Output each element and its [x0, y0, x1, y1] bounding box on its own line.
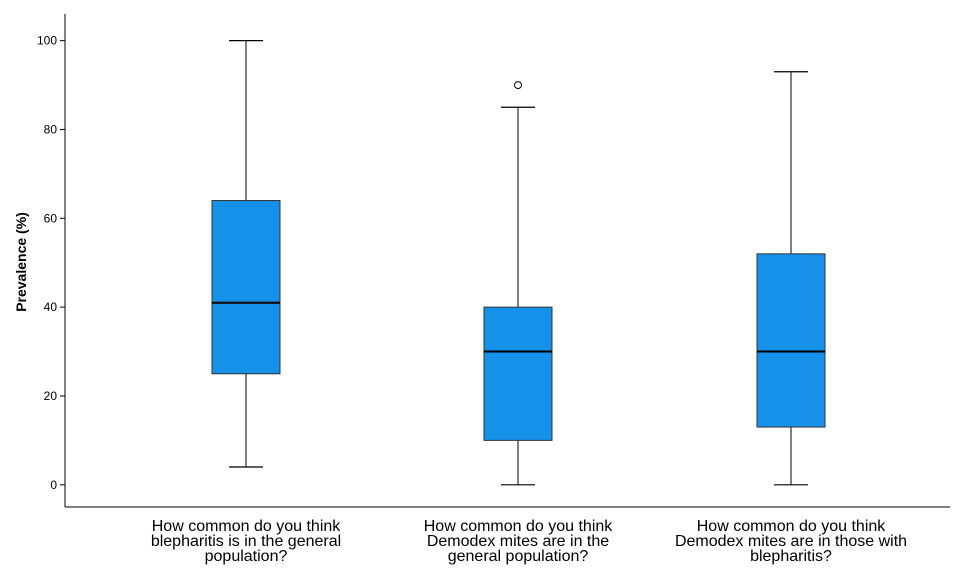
box-iqr	[483, 306, 553, 441]
y-tick-label: 80	[44, 122, 58, 136]
y-tick-label: 0	[50, 478, 57, 492]
boxes	[211, 40, 826, 486]
category-label-line: Demodex mites are in those with	[675, 533, 907, 550]
outlier-point	[514, 81, 522, 90]
y-tick-label: 100	[37, 34, 57, 48]
category-label-line: How common do you think	[697, 518, 887, 535]
category-label-line: blepharitis?	[750, 548, 832, 565]
category-label-line: general population?	[448, 548, 589, 565]
y-axis-title: Prevalence (%)	[13, 212, 29, 312]
y-tick-label: 40	[44, 300, 58, 314]
category-label-line: How common do you think	[152, 518, 342, 535]
category-label-line: population?	[205, 548, 288, 565]
box-iqr	[756, 253, 826, 428]
y-tick-label: 20	[44, 389, 58, 403]
y-tick-label: 60	[44, 211, 58, 225]
category-label-line: blepharitis is in the general	[151, 533, 341, 550]
box-3	[756, 71, 826, 486]
category-label-line: How common do you think	[424, 518, 614, 535]
y-ticks: 0 20 40 60 80 100	[37, 34, 65, 492]
box-2	[483, 81, 553, 486]
category-label-line: Demodex mites are in the	[427, 533, 609, 550]
box-iqr	[211, 200, 281, 375]
box-1	[211, 40, 281, 468]
